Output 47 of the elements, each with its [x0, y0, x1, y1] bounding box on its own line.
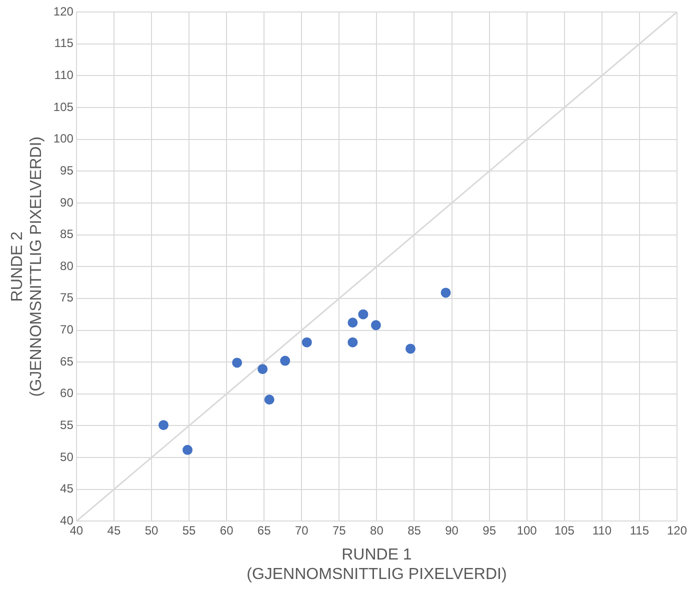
point [348, 337, 358, 348]
x-tick-label: 85 [408, 524, 422, 538]
y-axis-title: RUNDE 2 (GJENNOMSNITTLIG PIXELVERDI) [9, 136, 46, 397]
y-tick-label: 110 [54, 68, 74, 82]
y-tick-label: 45 [60, 482, 74, 496]
y-tick-label: 105 [53, 100, 74, 114]
point [232, 358, 242, 368]
point [440, 288, 451, 298]
point [158, 420, 169, 430]
x-tick-label: 70 [294, 524, 309, 538]
x-tick-label: 95 [482, 524, 496, 538]
y-tick-label: 60 [60, 386, 74, 400]
point [264, 394, 274, 405]
x-tick-label: 115 [630, 524, 650, 538]
x-tick-label: 55 [182, 524, 196, 538]
y-tick-label: 90 [60, 195, 74, 210]
y-tick-label: 100 [53, 132, 74, 146]
point [370, 320, 381, 330]
y-tick-label: 115 [54, 36, 74, 50]
x-tick-label: 45 [107, 524, 121, 538]
x-tick-label: 90 [445, 524, 459, 538]
x-tick-label: 100 [516, 524, 538, 538]
point [258, 364, 268, 374]
y-tick-label: 80 [60, 258, 74, 273]
y-tick-label: 95 [60, 163, 74, 178]
y-tick-label: 85 [60, 227, 74, 242]
point [302, 337, 312, 348]
y-tick-label: 55 [60, 418, 74, 432]
x-tick-label: 65 [257, 524, 272, 538]
point [358, 309, 368, 320]
y-tick-label: 120 [53, 4, 74, 18]
y-tick-label: 65 [60, 354, 74, 368]
x-tick-label: 50 [144, 524, 158, 538]
point [348, 318, 358, 328]
x-tick-label: 105 [554, 524, 575, 538]
y-tick-label: 75 [60, 290, 74, 305]
x-tick-label: 80 [370, 524, 384, 538]
point [182, 444, 193, 455]
point [405, 344, 416, 354]
x-axis-title: RUNDE 1 (GJENNOMSNITTLIG PIXELVERDI) [246, 546, 507, 583]
point [280, 356, 290, 366]
x-tick-label: 75 [332, 524, 346, 538]
x-tick-label: 60 [220, 524, 234, 538]
x-tick-label: 110 [592, 524, 612, 538]
x-tick-label: 120 [666, 524, 688, 538]
y-tick-label: 70 [60, 322, 74, 337]
y-tick-label: 50 [60, 450, 74, 464]
